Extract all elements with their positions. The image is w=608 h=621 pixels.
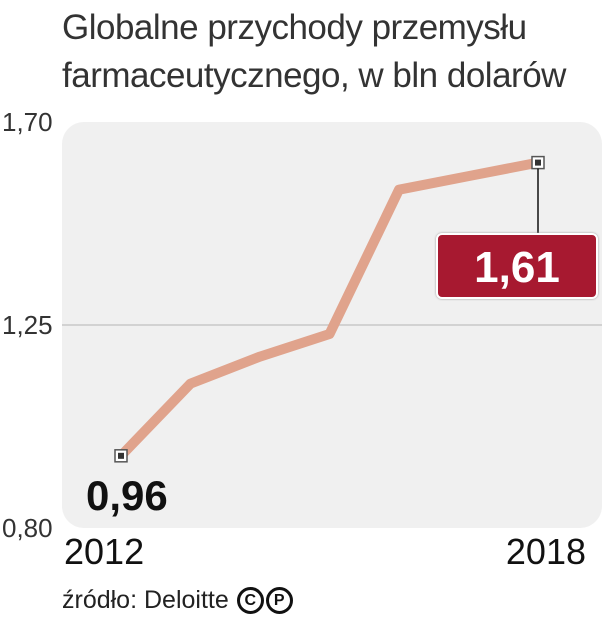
copyright-icon: C (236, 587, 264, 614)
chart-title-line-1: Globalne przychody przemysłu (62, 8, 527, 47)
x-tick-label: 2012 (64, 531, 144, 572)
point-marker-dot (535, 159, 541, 166)
license-icons: C P (236, 587, 293, 614)
first-value-label: 0,96 (86, 472, 168, 519)
source-text: źródło: Deloitte (62, 586, 229, 614)
x-tick-label: 2018 (506, 531, 586, 572)
last-value-label: 1,61 (474, 243, 560, 292)
series-line (116, 157, 543, 461)
source-footer: źródło: Deloitte C P (62, 586, 293, 615)
y-tick-label: 0,80 (2, 513, 53, 543)
phonogram-icon: P (265, 587, 293, 614)
chart-title-line-2: farmaceutycznego, w bln dolarów (62, 56, 566, 95)
y-tick-label: 1,25 (2, 310, 53, 340)
line-chart: 0,80 1,25 1,70 2012 2018 1,61 0,96 (2, 107, 602, 572)
last-value-box (436, 233, 598, 299)
point-marker-dot (118, 452, 124, 459)
y-tick-label: 1,70 (2, 107, 53, 137)
chart-title: Globalne przychody przemysłu farmaceutyc… (62, 4, 602, 100)
